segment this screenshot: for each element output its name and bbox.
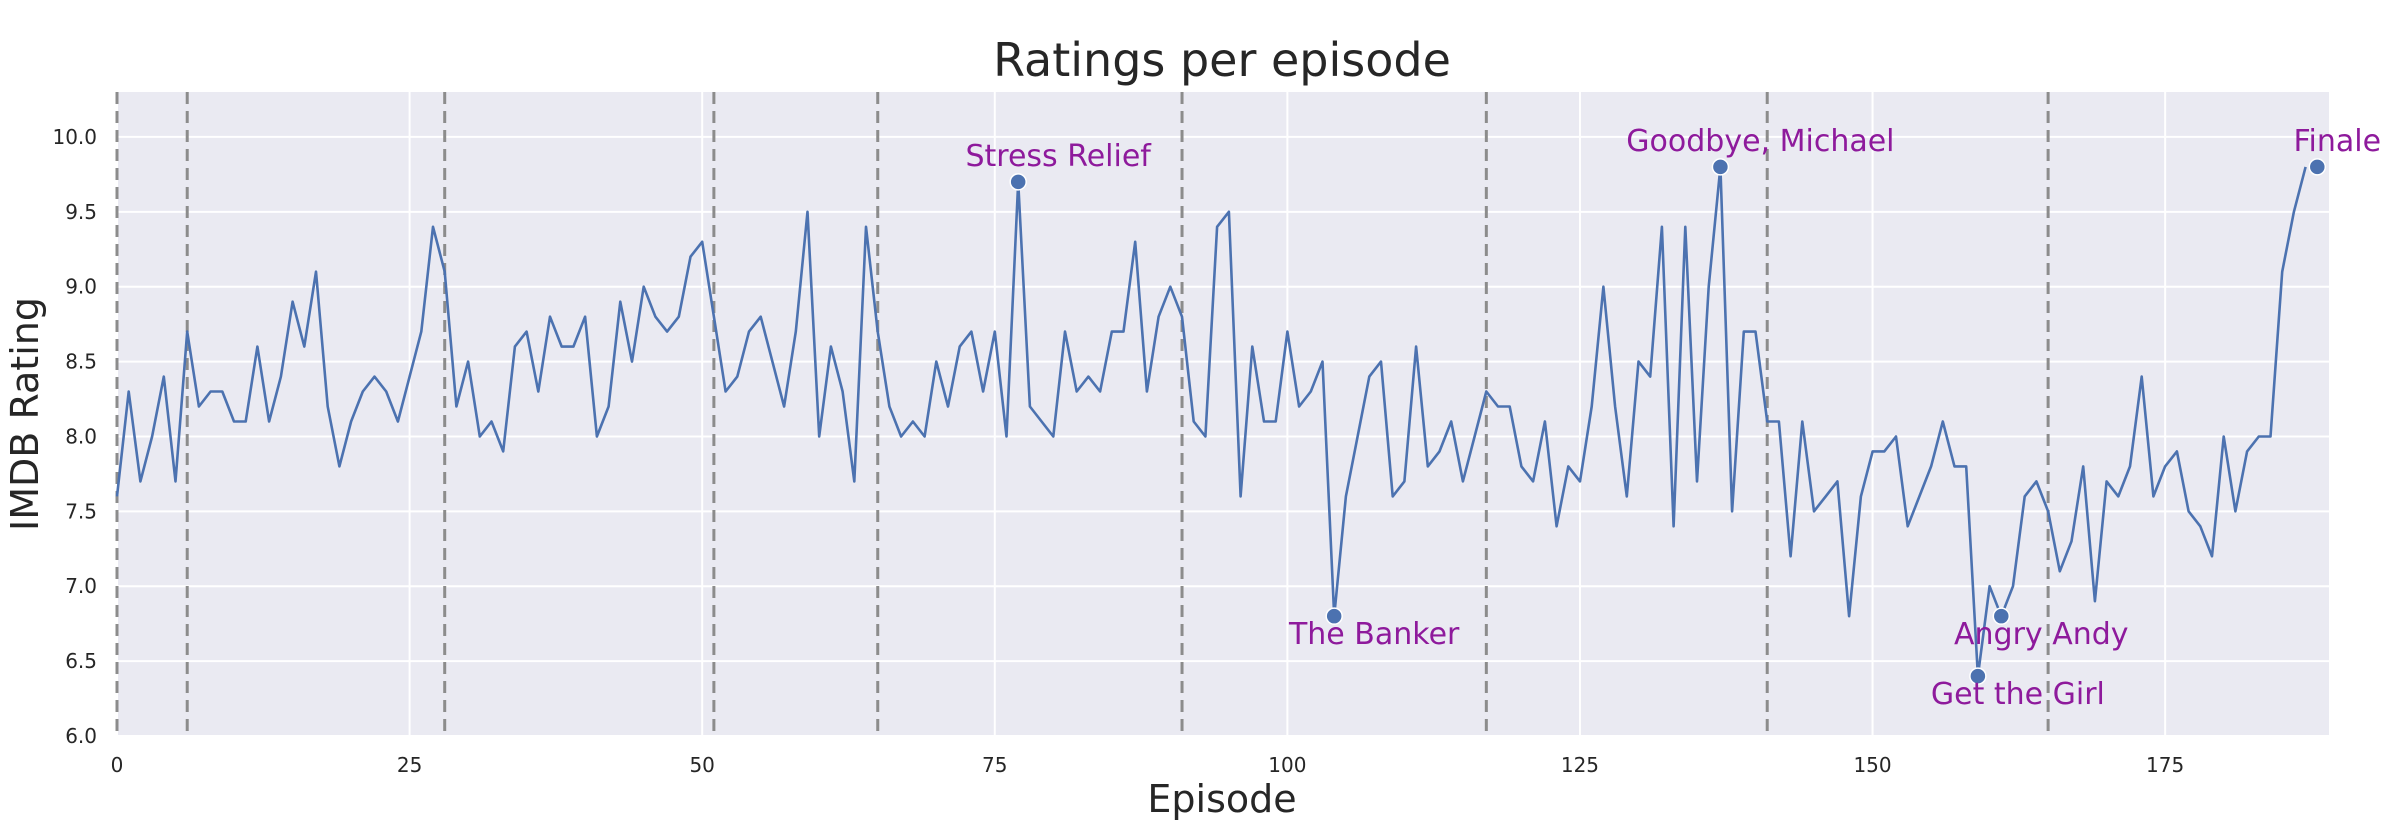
x-tick-label: 150 — [1853, 753, 1891, 777]
annotation-point — [1009, 173, 1027, 191]
y-tick-label: 6.5 — [65, 649, 97, 673]
x-tick-label: 100 — [1268, 753, 1306, 777]
y-tick-label: 7.0 — [65, 574, 97, 598]
grid — [116, 92, 2329, 737]
x-tick-labels: 0 25 50 75 100 125 150 175 — [111, 753, 2185, 777]
annotation-point — [1992, 607, 2011, 625]
annotation-point — [2308, 158, 2327, 176]
x-tick-label: 75 — [982, 753, 1007, 777]
y-tick-label: 10.0 — [52, 125, 97, 149]
annotation-point — [1711, 158, 1730, 176]
annotation-point — [1969, 667, 1987, 685]
rating-line — [115, 165, 2307, 678]
y-tick-label: 8.5 — [65, 350, 97, 374]
annotation-point — [1325, 607, 1343, 625]
y-tick-label: 7.5 — [65, 499, 97, 523]
y-tick-label: 9.5 — [65, 200, 97, 224]
x-tick-label: 125 — [1561, 753, 1599, 777]
annotation-label: Stress Relief — [965, 139, 1152, 174]
plot-background — [117, 92, 2329, 736]
y-tick-label: 8.0 — [65, 424, 97, 448]
x-tick-label: 25 — [397, 753, 422, 777]
annotation-label: Angry Andy — [1954, 617, 2129, 652]
season-boundaries — [115, 92, 2050, 736]
y-axis-label: IMDB Rating — [3, 297, 47, 531]
y-tick-label: 9.0 — [65, 275, 97, 299]
y-tick-label: 6.0 — [65, 724, 97, 748]
annotation-label: Goodbye, Michael — [1626, 124, 1894, 159]
annotation-label: The Banker — [1288, 617, 1460, 652]
x-axis-label: Episode — [1147, 777, 1296, 821]
chart-title: Ratings per episode — [993, 33, 1451, 87]
x-tick-label: 50 — [689, 753, 714, 777]
annotation-label: Finale — [2293, 124, 2381, 159]
x-tick-label: 0 — [111, 753, 124, 777]
annotations: Stress Relief The Banker Goodbye, Michael G… — [965, 124, 2381, 712]
annotation-label: Get the Girl — [1931, 677, 2105, 712]
x-tick-label: 175 — [2146, 753, 2184, 777]
y-tick-labels: 6.0 6.5 7.0 7.5 8.0 8.5 9.0 9.5 10.0 — [52, 125, 97, 748]
